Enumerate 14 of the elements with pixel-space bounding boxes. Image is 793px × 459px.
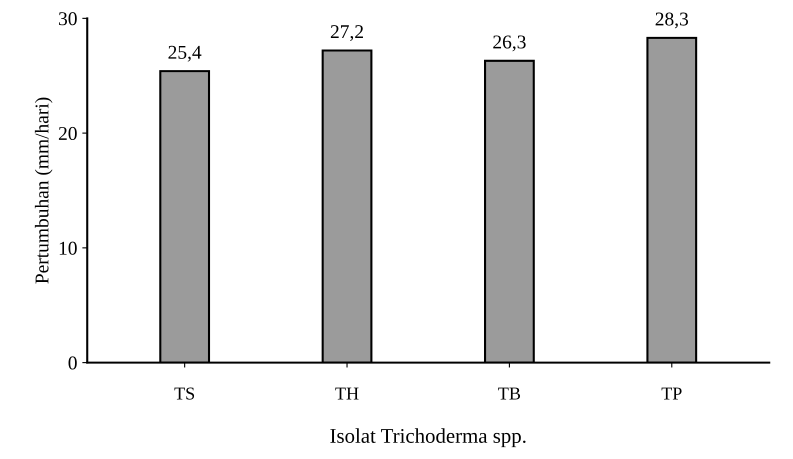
data-label: 25,4 [168, 46, 202, 62]
x-tick-label: TP [662, 388, 682, 400]
data-label: 26,3 [493, 35, 526, 52]
y-tick-label: 20 [58, 126, 77, 140]
x-tick-label: TS [174, 387, 194, 400]
y-tick-label: 30 [58, 12, 77, 26]
data-label: 28,3 [656, 12, 688, 28]
y-axis-title: Pertumbuhan (mm/hari) [34, 98, 53, 284]
x-tick-label: TH [335, 388, 359, 400]
data-label: 27,2 [330, 25, 363, 42]
y-tick-label: 10 [60, 242, 77, 255]
x-axis-title: Isolat Trichoderma spp. [330, 428, 526, 448]
y-tick-label: 0 [68, 356, 77, 370]
x-tick-label: TB [498, 388, 520, 400]
